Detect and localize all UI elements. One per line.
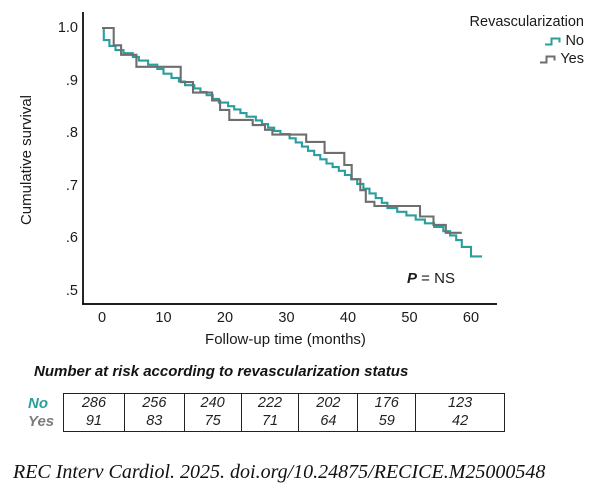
risk-value-no-50mo: 176	[374, 395, 399, 411]
x-tick-50: 50	[401, 310, 418, 326]
risk-column-60mo: 123 42	[415, 394, 504, 431]
step-line-icon-yes	[540, 55, 556, 64]
risk-row-label-no: No	[28, 395, 48, 412]
x-tick-60: 60	[462, 310, 480, 326]
chart-canvas	[82, 12, 497, 305]
risk-column-0mo: 286 91	[64, 394, 124, 431]
legend: Revascularization No Yes	[470, 13, 584, 68]
citation-text: REC Interv Cardiol. 2025. doi.org/10.248…	[13, 461, 546, 483]
risk-value-no-40mo: 202	[316, 395, 341, 411]
risk-value-yes-40mo: 64	[320, 413, 337, 429]
legend-title: Revascularization	[469, 14, 584, 30]
risk-value-yes-60mo: 42	[452, 413, 469, 429]
y-tick-.9: .9	[65, 72, 78, 89]
risk-column-10mo: 256 83	[123, 394, 184, 431]
km-curve-no	[102, 26, 483, 258]
step-line-icon-no	[545, 37, 561, 46]
risk-table-title: Number at risk according to revasculariz…	[34, 363, 409, 380]
y-tick-.5: .5	[65, 282, 78, 299]
y-tick-.7: .7	[65, 177, 78, 194]
survival-chart: 1.0 .9 .8 .7 .6 .5 0 10 20 30 40 50 60 Cumulative s…	[18, 12, 584, 348]
p-symbol: P	[407, 270, 418, 287]
risk-value-yes-0mo: 91	[85, 413, 102, 429]
risk-value-no-10mo: 256	[142, 395, 167, 411]
risk-column-30mo: 222 71	[240, 394, 299, 431]
risk-value-no-20mo: 240	[200, 395, 225, 411]
risk-value-no-0mo: 286	[81, 395, 107, 411]
x-tick-40: 40	[339, 310, 357, 326]
y-tick-1.0: 1.0	[57, 20, 78, 36]
risk-value-yes-50mo: 59	[378, 413, 395, 429]
risk-column-40mo: 202 64	[298, 394, 357, 431]
risk-value-yes-10mo: 83	[146, 413, 163, 429]
y-tick-.6: .6	[65, 230, 78, 246]
y-tick-.8: .8	[65, 125, 78, 141]
risk-column-50mo: 176 59	[357, 394, 415, 431]
x-tick-30: 30	[278, 310, 295, 326]
survival-curves	[102, 26, 483, 258]
legend-label-yes: Yes	[560, 51, 584, 67]
x-tick-10: 10	[155, 310, 172, 326]
p-value-text: = NS	[417, 270, 455, 287]
y-axis-title: Cumulative survival	[18, 94, 35, 226]
risk-value-no-30mo: 222	[257, 395, 283, 411]
p-value-annotation: P = NS	[407, 270, 455, 287]
risk-value-yes-20mo: 75	[204, 413, 221, 429]
x-axis-title: Follow-up time (months)	[205, 331, 366, 348]
risk-column-20mo: 240 75	[183, 394, 241, 431]
x-tick-0: 0	[97, 310, 107, 326]
legend-item-yes: Yes	[470, 50, 584, 68]
risk-table: 286 91 256 83 240 75 222 71 202 64 176 59 123 42	[63, 393, 505, 432]
legend-item-no: No	[470, 32, 584, 50]
risk-row-label-yes: Yes	[28, 413, 55, 430]
risk-value-yes-30mo: 71	[261, 413, 279, 429]
x-tick-20: 20	[216, 310, 234, 326]
legend-label-no: No	[565, 33, 584, 49]
km-curve-yes	[102, 26, 462, 234]
risk-value-no-60mo: 123	[448, 395, 473, 411]
